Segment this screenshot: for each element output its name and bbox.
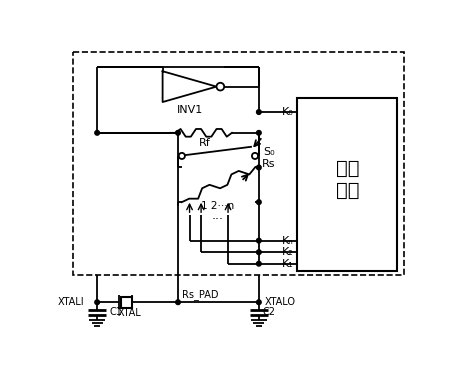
Circle shape (179, 153, 185, 159)
Text: XTAL: XTAL (117, 308, 140, 318)
Text: S₀: S₀ (263, 147, 274, 157)
Circle shape (256, 165, 261, 170)
Text: C2: C2 (262, 307, 275, 317)
Bar (297, 98, 397, 272)
Circle shape (256, 238, 261, 243)
Text: K₀: K₀ (281, 107, 293, 117)
Polygon shape (162, 71, 216, 102)
Text: Rs: Rs (262, 159, 275, 169)
Circle shape (256, 200, 261, 204)
Text: XTALI: XTALI (57, 297, 84, 307)
Circle shape (256, 131, 261, 135)
Circle shape (256, 250, 261, 255)
Text: Rf: Rf (199, 138, 210, 148)
Bar (121, 297, 132, 308)
Circle shape (175, 300, 180, 304)
Text: INV1: INV1 (176, 105, 202, 115)
Text: C1: C1 (109, 307, 122, 317)
Circle shape (216, 83, 224, 90)
Circle shape (256, 300, 261, 304)
Circle shape (95, 300, 99, 304)
Text: Kₙ: Kₙ (281, 236, 293, 246)
Circle shape (256, 261, 261, 266)
Text: XTALO: XTALO (264, 297, 296, 307)
Text: 1 2···n: 1 2···n (200, 201, 233, 211)
Text: K₂: K₂ (281, 247, 293, 257)
Text: K₁: K₁ (281, 259, 293, 269)
Circle shape (175, 131, 180, 135)
Circle shape (95, 131, 99, 135)
Circle shape (256, 110, 261, 114)
Text: Rs_PAD: Rs_PAD (181, 289, 218, 300)
Bar (73, 52, 403, 275)
Circle shape (252, 153, 257, 159)
Text: 数控
开关: 数控 开关 (335, 159, 358, 200)
Text: ···: ··· (211, 213, 223, 226)
